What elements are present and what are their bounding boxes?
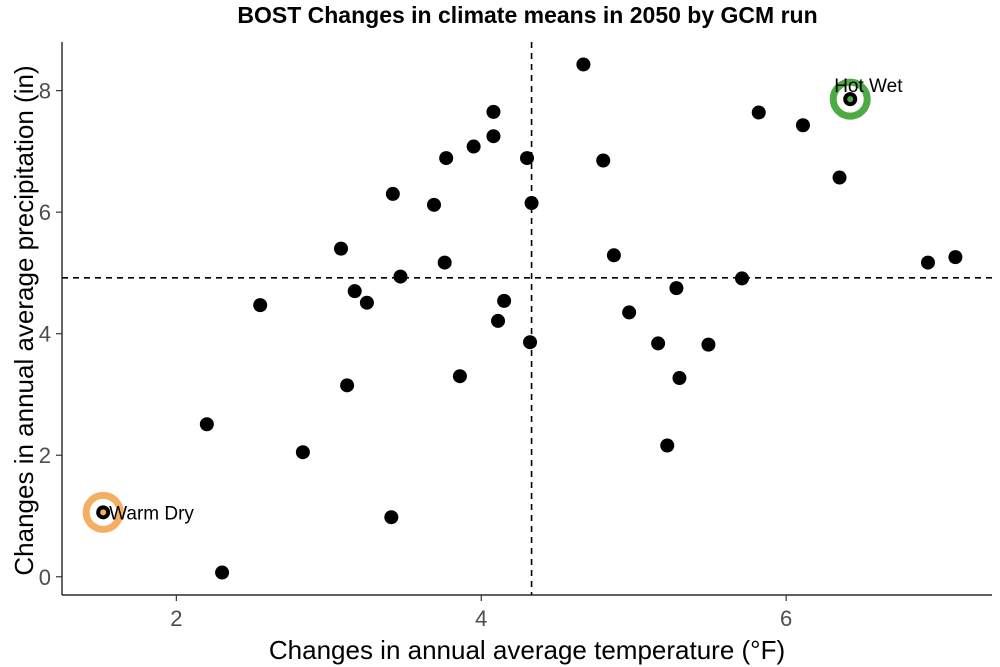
data-point <box>427 197 441 212</box>
x-axis-ticks: 2 4 6 <box>170 595 792 631</box>
data-point <box>751 105 766 120</box>
y-tick-label: 2 <box>39 443 51 468</box>
data-points <box>96 57 963 580</box>
highlight-ring <box>829 78 871 120</box>
data-point <box>385 186 400 201</box>
data-point <box>497 293 512 308</box>
x-tick-label: 4 <box>475 606 487 631</box>
data-point <box>622 305 637 320</box>
data-point <box>576 57 591 72</box>
data-point <box>486 104 501 119</box>
highlight-center-dot <box>847 96 854 103</box>
highlight-label: Warm Dry <box>109 503 194 524</box>
data-point <box>920 255 935 270</box>
data-point <box>795 118 810 133</box>
data-point <box>596 153 611 168</box>
data-point <box>734 271 749 286</box>
highlight-center-dot <box>100 509 107 516</box>
data-point <box>359 295 374 310</box>
data-point <box>669 281 684 296</box>
highlight-label: Hot Wet <box>834 76 903 97</box>
data-point <box>334 241 348 256</box>
data-point <box>491 313 506 328</box>
data-point <box>347 284 362 299</box>
y-axis-title: Changes in annual average precipitation … <box>9 65 39 575</box>
data-point <box>701 337 716 352</box>
y-tick-label: 0 <box>39 565 51 590</box>
data-point <box>215 565 230 580</box>
reference-lines <box>62 42 992 595</box>
data-point <box>439 151 454 166</box>
data-point <box>660 438 675 453</box>
data-point <box>832 170 847 185</box>
data-point <box>437 255 452 270</box>
data-point <box>651 336 666 351</box>
chart-title: BOST Changes in climate means in 2050 by… <box>237 2 818 28</box>
y-axis-ticks: 0 2 4 6 8 <box>39 79 62 590</box>
data-point <box>253 298 268 313</box>
x-tick-label: 2 <box>170 606 182 631</box>
data-point <box>295 445 310 460</box>
x-axis-title: Changes in annual average temperature (°… <box>269 635 785 665</box>
data-point <box>466 139 481 154</box>
data-point <box>340 378 355 393</box>
highlight-rings <box>82 78 871 533</box>
highlight-labels: Warm Dry Hot Wet <box>109 76 903 524</box>
data-point <box>672 371 687 386</box>
data-point <box>384 510 399 525</box>
y-tick-label: 8 <box>39 79 51 104</box>
data-point <box>486 129 501 144</box>
x-tick-label: 6 <box>780 606 792 631</box>
data-point <box>520 151 534 166</box>
highlight-ring <box>82 491 124 533</box>
data-point <box>452 369 467 384</box>
data-point <box>606 248 621 263</box>
data-point <box>523 335 538 350</box>
data-point <box>393 269 408 284</box>
y-tick-label: 6 <box>39 200 51 225</box>
y-tick-label: 4 <box>39 322 51 347</box>
data-point <box>948 250 963 265</box>
data-point <box>524 196 539 211</box>
data-point <box>199 417 214 432</box>
axes <box>61 42 992 596</box>
